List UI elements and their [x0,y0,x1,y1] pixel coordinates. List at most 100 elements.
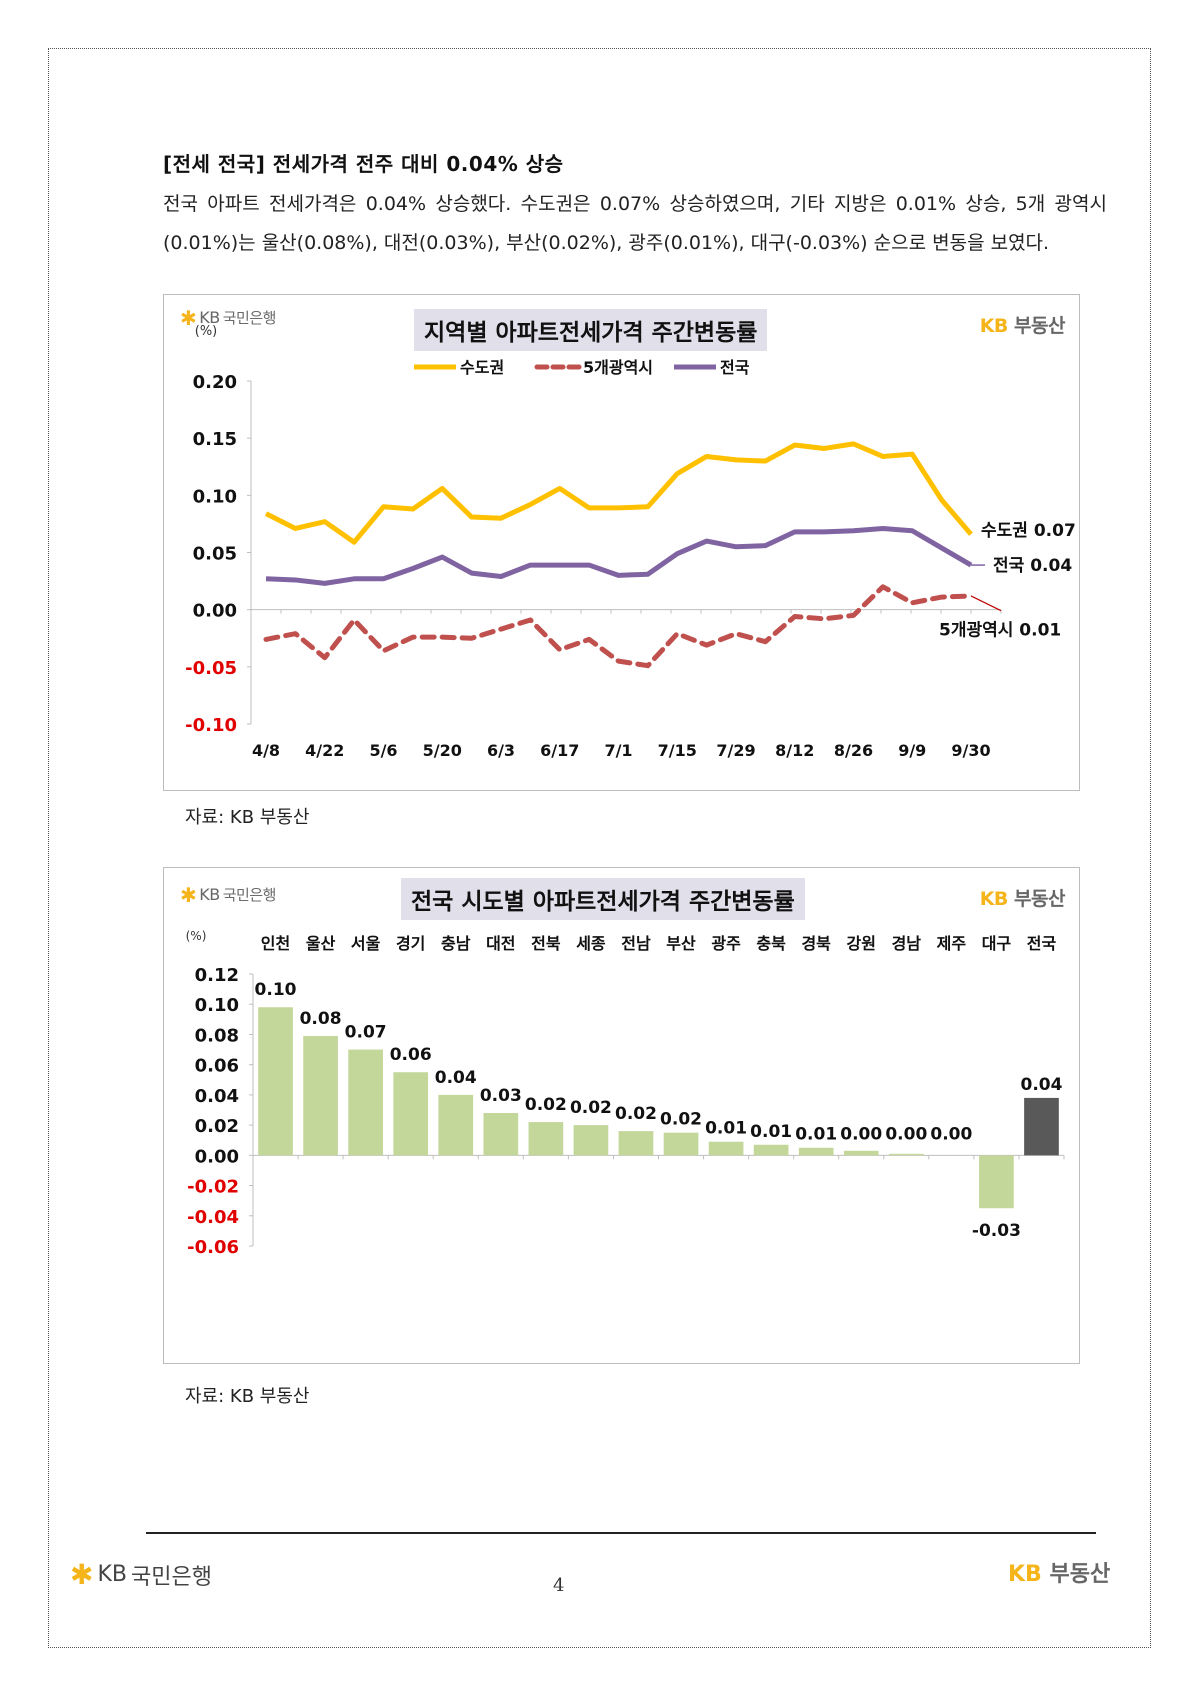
y-axis-unit: (%) [186,929,207,943]
y-tick-label: 0.12 [195,965,239,986]
end-label-leader [970,595,1002,612]
x-tick-label: 5/6 [369,741,397,760]
bar-충북 [753,1144,789,1156]
bar-data-label: 0.08 [300,1009,342,1029]
x-tick-label: 4/22 [305,741,344,760]
series-line-sudogwon [264,441,973,545]
y-tick-label: 0.06 [195,1056,239,1077]
category-label: 대전 [486,934,515,953]
kb-text: KB [97,1562,127,1587]
category-label: 울산 [306,934,336,953]
category-label: 경남 [892,934,922,953]
y-tick-label: 0.00 [193,601,237,622]
legend-label: 5개광역시 [583,358,653,377]
bar-전국 [1024,1097,1059,1156]
section-heading: [전세 전국] 전세가격 전주 대비 0.04% 상승 [163,152,564,176]
kb-text: KB [979,888,1009,910]
bar-전북 [528,1122,564,1156]
end-label-metro5: 5개광역시 0.01 [939,621,1061,641]
y-tick-label: 0.05 [193,544,237,565]
y-tick-label: -0.05 [185,658,237,679]
kb-land-logo: KB 부동산 [979,884,1066,911]
x-tick-label: 6/3 [487,741,515,760]
x-tick-label: 7/29 [716,741,755,760]
bar-인천 [258,1007,293,1156]
chart2-title: 전국 시도별 아파트전세가격 주간변동률 [401,878,805,920]
bar-data-label: 0.10 [255,980,297,1000]
kb-star-icon: ✱ [180,882,197,907]
y-tick-label: -0.02 [187,1177,239,1198]
category-label: 전국 [1027,934,1057,953]
chart2-source: 자료: KB 부동산 [185,1386,310,1407]
y-tick-label: 0.04 [195,1086,239,1107]
bar-data-label: 0.00 [840,1124,882,1144]
category-label: 제주 [937,934,967,953]
series-line-metro5 [263,584,974,669]
end-label-sudogwon: 수도권 0.07 [981,521,1076,541]
x-tick-label: 6/17 [540,741,579,760]
kb-bank-logo: ✱ KB 국민은행 [180,884,276,905]
bar-data-label: 0.04 [435,1068,477,1088]
kb-text: KB [1008,1562,1042,1587]
land-name: 부동산 [1014,888,1065,910]
bar-세종 [573,1125,609,1156]
bar-광주 [708,1141,744,1156]
line-chart-canvas: (%) 0.20 0.15 0.10 0.05 0.00 -0.05 -0.10 4/8 4/22… [185,324,1076,760]
y-tick-label: -0.06 [187,1237,239,1258]
category-label: 세종 [576,934,606,953]
x-tick-label: 7/15 [658,741,697,760]
bank-name: 국민은행 [131,1564,212,1590]
legend-label: 수도권 [460,358,504,377]
bar-대구 [979,1155,1014,1209]
bar-data-label: 0.00 [885,1124,927,1144]
x-tick-label: 8/26 [834,741,873,760]
bar-경북 [798,1147,834,1156]
regional-line-chart: ✱ KB 국민은행 지역별 아파트전세가격 주간변동률 KB 부동산 (%) 0.… [163,294,1080,791]
category-label: 인천 [261,934,290,953]
section-paragraph: 전국 아파트 전세가격은 0.04% 상승했다. 수도권은 0.07% 상승하였… [163,193,1107,254]
page-number: 4 [553,1575,565,1596]
bank-name: 국민은행 [222,886,277,904]
y-tick-label: 0.08 [195,1025,239,1046]
kb-star-icon: ✱ [70,1558,94,1591]
category-label: 광주 [711,934,741,953]
kb-text: KB [979,315,1009,337]
land-name: 부동산 [1014,315,1065,337]
footer-divider [146,1532,1096,1534]
chart1-source: 자료: KB 부동산 [185,807,310,828]
category-label: 전북 [531,934,561,953]
y-tick-label: 0.10 [195,995,239,1016]
bar-data-label: 0.00 [930,1124,972,1144]
chart1-title: 지역별 아파트전세가격 주간변동률 [414,309,768,351]
bar-data-label: 0.01 [795,1124,837,1144]
y-tick-label: 0.20 [193,372,237,393]
bar-data-label: 0.02 [615,1104,657,1124]
province-bar-chart: ✱ KB 국민은행 전국 시도별 아파트전세가격 주간변동률 KB 부동산 (%… [163,867,1080,1364]
y-tick-label: 0.15 [193,429,237,450]
y-tick-label: 0.00 [195,1146,239,1167]
kb-text: KB [199,885,220,904]
bar-강원 [843,1150,879,1156]
bar-data-label: 0.02 [525,1095,567,1115]
bar-data-label: 0.02 [660,1110,702,1130]
y-tick-label: -0.04 [187,1207,239,1228]
bar-data-label: 0.07 [345,1023,387,1043]
bar-data-label: 0.02 [570,1098,612,1118]
category-label: 부산 [666,934,696,953]
bar-전남 [618,1131,654,1156]
bank-name: 국민은행 [222,309,277,327]
bar-data-label: 0.06 [390,1045,432,1065]
bar-chart-canvas: (%)0.120.100.080.060.040.020.00-0.02-0.0… [186,929,1065,1258]
y-tick-label: 0.02 [195,1116,239,1137]
x-tick-label: 8/12 [775,741,814,760]
kb-text: KB [199,308,220,327]
kb-star-icon: ✱ [180,305,197,330]
category-label: 서울 [351,934,381,953]
x-tick-label: 9/9 [898,741,926,760]
category-label: 경북 [801,934,831,953]
land-name: 부동산 [1049,1562,1111,1587]
bar-data-label: 0.04 [1020,1075,1062,1095]
bar-경남 [888,1153,924,1156]
footer-kb-bank-logo: ✱ KB 국민은행 [70,1558,212,1591]
category-label: 강원 [847,934,876,953]
